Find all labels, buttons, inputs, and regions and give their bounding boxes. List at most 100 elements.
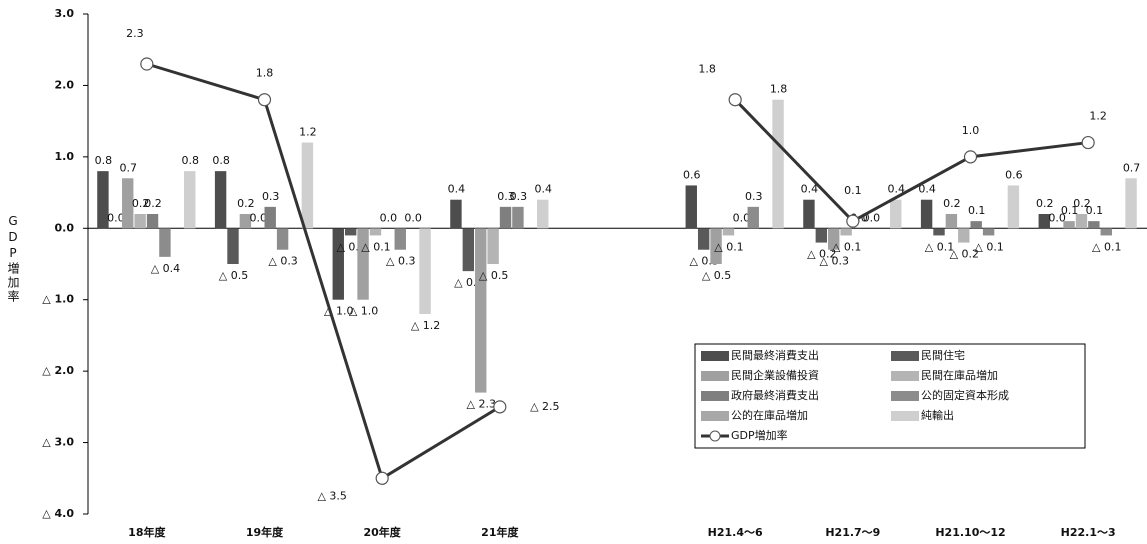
bar (487, 228, 499, 264)
bar (1088, 221, 1100, 229)
bar (499, 206, 512, 229)
bar-value-label: △ 0.3 (386, 255, 415, 268)
bar (344, 228, 357, 236)
gdp-value-label: 0.1 (844, 184, 862, 197)
gdp-value-label: △ 3.5 (317, 489, 346, 502)
gdp-value-label: 1.0 (962, 124, 980, 137)
bar (958, 228, 970, 243)
bar-value-label: 0.4 (887, 183, 905, 196)
bar-value-label: 0.0 (404, 211, 422, 224)
bar (982, 228, 995, 236)
bar-value-label: △ 0.3 (268, 255, 297, 268)
legend-label: 公的固定資本形成 (921, 388, 1009, 402)
bar (722, 228, 735, 236)
bar (803, 199, 815, 229)
bar (890, 199, 902, 229)
bar (945, 214, 958, 229)
legend-label: GDP増加率 (731, 428, 788, 442)
bar (1038, 214, 1050, 229)
bar (747, 206, 759, 229)
bar-value-label: △ 0.5 (479, 269, 508, 282)
bar (537, 199, 549, 229)
bar-value-label: 0.7 (1123, 161, 1141, 174)
gdp-point (493, 400, 507, 414)
bar (122, 178, 134, 229)
y-tick-label: 3.0 (55, 7, 75, 20)
bar (1100, 228, 1112, 236)
bar-value-label: 1.2 (299, 126, 317, 139)
bar-value-label: 0.0 (380, 211, 398, 224)
gdp-point (257, 93, 272, 107)
x-tick-label: H21.7～9 (825, 526, 880, 539)
bar-value-label: △ 2.3 (467, 398, 496, 411)
bar (450, 199, 462, 229)
legend-box (694, 343, 1086, 449)
x-tick-label: 20年度 (364, 525, 402, 539)
bar (214, 171, 227, 229)
legend-swatch (891, 371, 919, 381)
y-tick-label: △ 2.0 (42, 364, 74, 377)
x-tick-label: 18年度 (128, 525, 166, 539)
gdp-point (375, 471, 389, 485)
bar (970, 221, 982, 229)
bar-value-label: 0.2 (1073, 197, 1091, 210)
bar (369, 228, 382, 236)
bar-value-label: 0.0 (250, 211, 268, 224)
bar (512, 206, 524, 229)
bar-value-label: 0.7 (119, 161, 137, 174)
bar (920, 199, 933, 229)
bar-value-label: △ 0.2 (950, 248, 979, 261)
bar-value-label: 0.6 (683, 168, 701, 181)
gdp-point (963, 150, 978, 164)
bar (815, 228, 828, 243)
bar-value-label: 0.3 (510, 190, 528, 203)
bar-value-label: 0.1 (1061, 204, 1079, 217)
legend-label: 民間在庫品増加 (921, 368, 998, 382)
bar (332, 228, 344, 300)
bar (184, 171, 196, 229)
bar (357, 228, 369, 300)
bar (134, 214, 146, 229)
bar-value-label: 0.3 (745, 190, 763, 203)
x-tick-label: 21年度 (481, 525, 519, 539)
legend-swatch (701, 371, 729, 381)
legend-label: 民間住宅 (921, 348, 965, 362)
bar (840, 228, 852, 236)
bar-value-label: △ 1.2 (411, 319, 440, 332)
bar (710, 228, 722, 264)
legend-label: 民間最終消費支出 (731, 348, 819, 362)
bar-value-label: △ 0.1 (361, 240, 390, 253)
bar (475, 228, 487, 393)
bar-value-label: 0.2 (943, 197, 961, 210)
gdp-value-label: 1.8 (256, 67, 274, 80)
legend-label: 民間企業設備投資 (731, 368, 819, 382)
bar-value-label: 0.2 (132, 197, 150, 210)
x-tick-label: H21.4～6 (708, 526, 763, 539)
bar (419, 228, 431, 314)
bar (828, 228, 840, 250)
bar-value-label: 0.4 (534, 183, 552, 196)
bar (933, 228, 945, 236)
bar (239, 214, 252, 229)
bar-value-label: 0.3 (497, 190, 515, 203)
bar (1125, 178, 1137, 229)
bar (685, 185, 697, 229)
bar-value-label: 1.8 (770, 83, 788, 96)
gdp-value-label: 1.2 (1089, 110, 1107, 123)
y-axis-title: GDP増加率 (6, 214, 20, 304)
bar (697, 228, 710, 250)
y-tick-label: 0.0 (55, 221, 75, 234)
legend-swatch (891, 351, 919, 361)
gdp-point (728, 93, 742, 107)
bar (394, 228, 406, 250)
bar (146, 214, 159, 229)
legend-swatch (891, 391, 919, 401)
bar-value-label: △ 0.1 (832, 240, 861, 253)
bar-value-label: 0.1 (968, 204, 986, 217)
bar-value-label: 0.4 (801, 183, 819, 196)
bar-value-label: 0.0 (1048, 211, 1066, 224)
bar-value-label: 0.8 (212, 154, 230, 167)
y-tick-label: △ 3.0 (42, 436, 74, 449)
bar-value-label: 0.2 (1036, 197, 1054, 210)
